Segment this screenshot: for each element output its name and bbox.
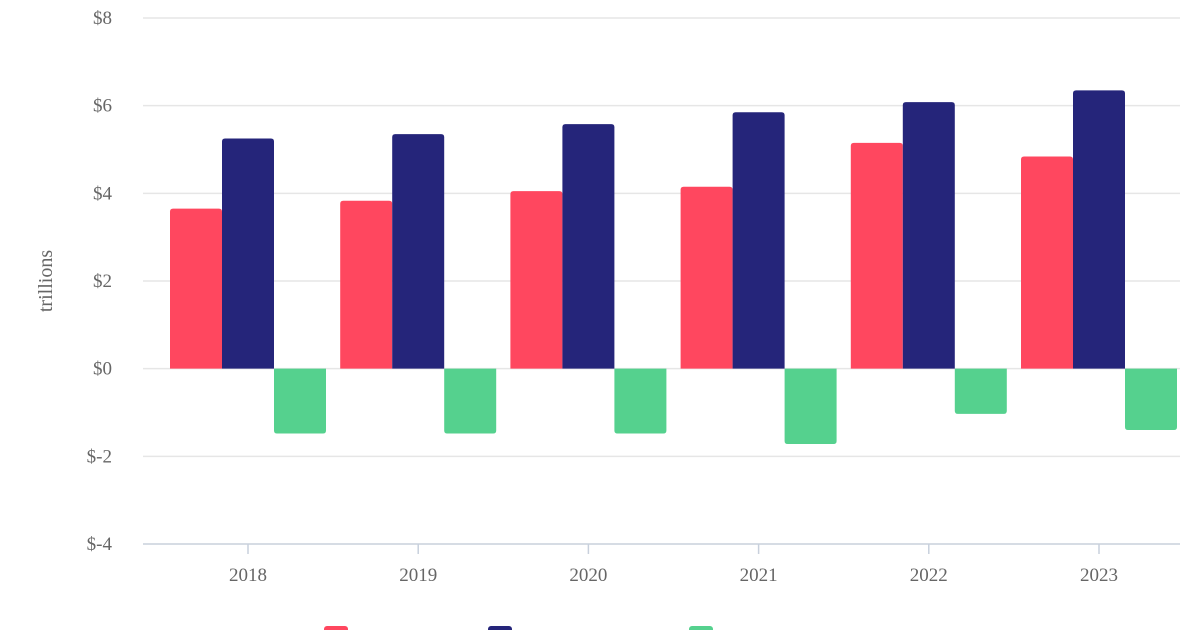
legend: [324, 626, 713, 630]
legend-swatch-series-1[interactable]: [324, 626, 348, 630]
bars: [170, 90, 1177, 445]
y-tick-label: $0: [93, 359, 112, 380]
y-tick-label: $8: [93, 8, 112, 29]
bar-2019-series-1[interactable]: [340, 200, 393, 369]
x-axis: [143, 543, 1180, 554]
y-axis-tick-labels: $8 $6 $4 $2 $0 $-2 $-4: [87, 8, 113, 555]
bar-2019-series-2[interactable]: [392, 134, 445, 369]
bar-2022-series-1[interactable]: [850, 142, 903, 369]
bar-2022-series-2[interactable]: [902, 102, 955, 369]
y-tick-label: $2: [93, 271, 112, 292]
bar-2022-series-3[interactable]: [954, 368, 1007, 414]
bar-2020-series-1[interactable]: [510, 191, 563, 369]
bar-2021-series-1[interactable]: [680, 186, 733, 369]
y-tick-label: $4: [93, 183, 113, 204]
x-tick-label: 2020: [569, 565, 607, 586]
bar-2020-series-3[interactable]: [614, 368, 667, 434]
bar-2023-series-2[interactable]: [1073, 90, 1125, 369]
x-axis-tick-labels: 2018 2019 2020 2021 2022 2023: [229, 565, 1118, 586]
y-tick-label: $-4: [87, 534, 113, 555]
bar-2018-series-1[interactable]: [170, 208, 222, 369]
y-axis-title: trillions: [35, 250, 57, 312]
bar-2023-series-3[interactable]: [1125, 368, 1177, 431]
bar-2021-series-3[interactable]: [784, 368, 837, 445]
bar-2020-series-2[interactable]: [562, 124, 615, 369]
bar-2018-series-3[interactable]: [274, 368, 326, 434]
x-tick-label: 2019: [399, 565, 437, 586]
x-tick-label: 2023: [1080, 565, 1118, 586]
bar-2019-series-3[interactable]: [444, 368, 497, 434]
legend-swatch-series-3[interactable]: [689, 626, 713, 630]
x-tick-label: 2018: [229, 565, 267, 586]
bar-2021-series-2[interactable]: [732, 112, 785, 369]
legend-swatch-series-2[interactable]: [488, 626, 512, 630]
x-tick-label: 2022: [910, 565, 948, 586]
bar-2018-series-2[interactable]: [222, 138, 274, 369]
bar-2023-series-1[interactable]: [1021, 156, 1073, 369]
y-tick-label: $6: [93, 96, 112, 117]
y-tick-label: $-2: [87, 446, 112, 467]
x-tick-label: 2021: [740, 565, 778, 586]
